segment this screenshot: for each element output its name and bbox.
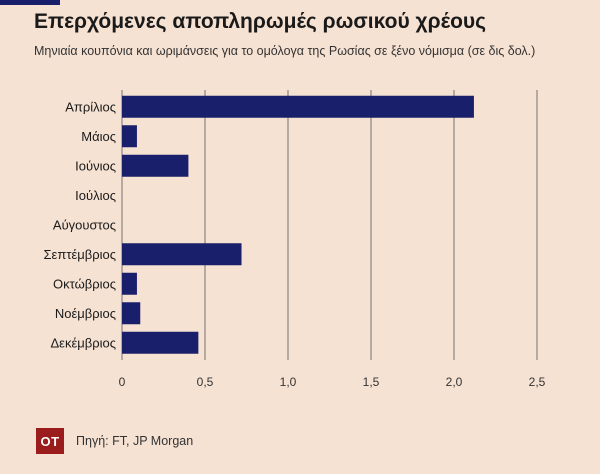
- category-label: Απρίλιος: [65, 99, 116, 114]
- chart-title: Επερχόμενες αποπληρωμές ρωσικού χρέους: [34, 10, 487, 33]
- category-label: Μάιος: [81, 129, 116, 144]
- category-label: Αύγουστος: [53, 217, 116, 232]
- bar: [122, 125, 137, 148]
- source-note: Πηγή: FT, JP Morgan: [76, 434, 194, 448]
- x-tick-label: 2,5: [529, 375, 546, 389]
- x-tick-label: 1,5: [363, 375, 380, 389]
- bar: [122, 302, 141, 325]
- category-label: Ιούνιος: [75, 158, 116, 173]
- bar: [122, 243, 242, 266]
- category-label: Σεπτέμβριος: [44, 247, 116, 262]
- category-label: Ιούλιος: [75, 188, 116, 203]
- bar: [122, 272, 137, 295]
- bar: [122, 331, 199, 354]
- x-tick-label: 2,0: [446, 375, 463, 389]
- x-tick-label: 0: [119, 375, 126, 389]
- category-label: Οκτώβριος: [53, 276, 116, 291]
- category-label: Νοέμβριος: [55, 306, 116, 321]
- x-tick-label: 0,5: [197, 375, 214, 389]
- bar: [122, 154, 189, 177]
- chart-subtitle: Μηνιαία κουπόνια και ωριμάνσεις για το ο…: [34, 44, 536, 58]
- top-accent-bar: [0, 0, 60, 5]
- x-tick-label: 1,0: [280, 375, 297, 389]
- footer: OT Πηγή: FT, JP Morgan: [36, 428, 193, 454]
- category-label: Δεκέμβριος: [50, 335, 116, 350]
- bar: [122, 95, 474, 118]
- ot-logo: OT: [36, 428, 64, 454]
